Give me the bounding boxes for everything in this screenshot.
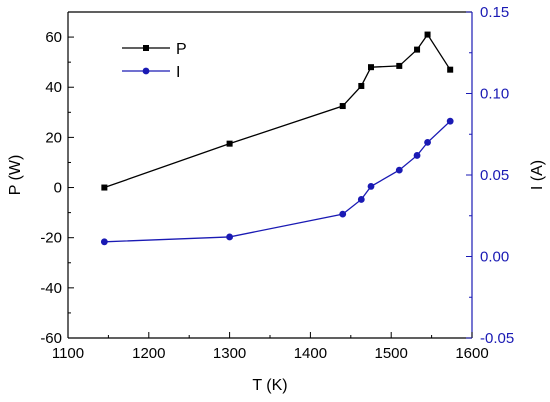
y-left-tick-label: 0 [54,180,62,197]
x-tick-label: 1600 [455,345,488,362]
data-point-p [447,66,454,73]
y-left-axis-title: P (W) [7,155,24,196]
data-point-p [424,31,431,38]
data-point-p [101,184,108,191]
legend-marker-i [142,67,150,75]
y-right-axis-ticks: -0.05 0.00 0.05 0.10 0.15 [466,4,514,347]
data-point-p [396,62,403,69]
data-point-i [226,233,234,241]
y-left-tick-label: 60 [45,29,62,46]
data-point-i [367,183,375,190]
series-line-i [104,120,451,243]
legend-label-p: P [176,41,187,58]
data-point-i [424,139,431,146]
data-point-p [368,64,374,71]
y-right-tick-label: 0.00 [480,249,509,266]
legend: P I [122,41,187,81]
y-left-tick-label: 20 [45,129,62,146]
data-point-p [226,140,233,147]
data-point-i [357,196,365,203]
data-point-i [446,117,454,125]
legend-item-i: I [122,64,180,81]
y-right-tick-label: 0.05 [480,167,509,184]
x-tick-label: 1200 [132,345,165,362]
x-axis-ticks: 1100 1200 1300 1400 1500 1600 [52,332,489,362]
y-left-tick-label: 40 [45,79,62,96]
y-right-axis-title: I (A) [529,160,546,190]
x-tick-label: 1100 [52,345,84,362]
x-tick-label: 1300 [213,345,246,362]
data-point-i [100,238,108,246]
y-right-tick-label: 0.10 [480,86,509,103]
y-left-tick-label: -60 [40,330,62,347]
y-left-axis-ticks: -60 -40 -20 0 20 40 60 [40,11,74,347]
legend-marker-p [143,45,149,51]
y-left-tick-label: -20 [40,230,62,247]
legend-item-p: P [122,41,187,58]
plot-frame [67,11,473,339]
y-right-tick-label: 0.15 [480,4,509,21]
data-point-p [414,46,421,53]
x-tick-label: 1400 [294,345,327,362]
legend-label-i: I [176,64,180,81]
series-layer [100,31,454,246]
data-point-i [413,152,421,159]
data-point-i [395,166,403,174]
data-point-p [358,82,365,89]
y-left-tick-label: -40 [40,280,62,297]
y-right-tick-label: -0.05 [480,330,514,347]
x-axis-title: T (K) [252,377,287,394]
series-line-p [104,33,451,189]
data-point-i [339,210,347,218]
data-point-p [339,103,346,110]
x-tick-label: 1500 [375,345,408,362]
